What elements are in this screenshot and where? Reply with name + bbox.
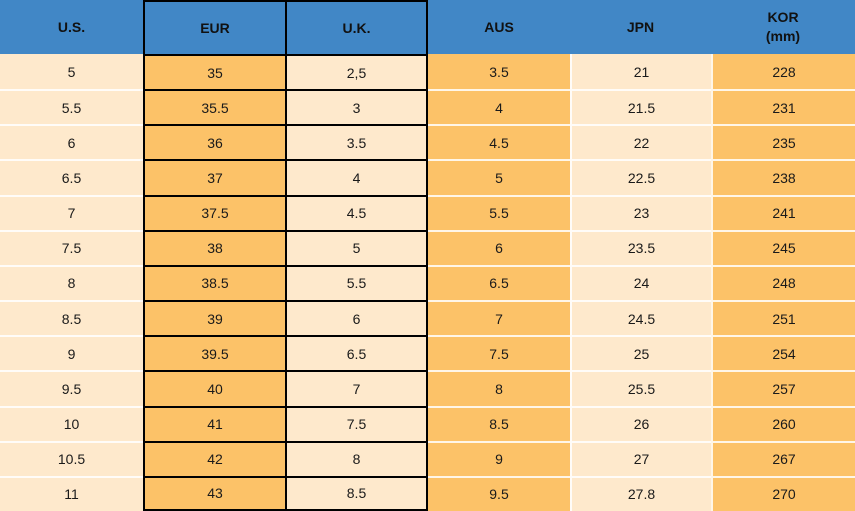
cell-kor-row-1: 228 — [711, 54, 855, 90]
cell-us-row-5: 7 — [0, 194, 143, 230]
cell-kor-row-13: 270 — [711, 475, 855, 511]
header-aus: AUS — [428, 0, 570, 54]
cell-us-row-3: 6 — [0, 124, 143, 160]
cell-jpn-row-3: 22 — [570, 124, 711, 160]
cell-us-row-11: 10 — [0, 405, 143, 441]
cell-kor-row-7: 248 — [711, 264, 855, 301]
cell-jpn-row-8: 24.5 — [570, 300, 711, 336]
header-kor-label: KOR — [767, 9, 799, 25]
cell-uk-row-9: 6.5 — [285, 335, 428, 371]
cell-us-row-10: 9.5 — [0, 370, 143, 406]
header-jpn: JPN — [570, 0, 711, 54]
cell-kor-row-12: 267 — [711, 440, 855, 476]
cell-eur-row-6: 38 — [143, 229, 285, 265]
cell-eur-row-3: 36 — [143, 124, 285, 160]
cell-aus-row-4: 5 — [428, 159, 570, 195]
cell-us-row-4: 6.5 — [0, 159, 143, 195]
cell-us-row-12: 10.5 — [0, 440, 143, 476]
cell-uk-row-3: 3.5 — [285, 124, 428, 160]
cell-uk-row-7: 5.5 — [285, 264, 428, 301]
cell-jpn-row-7: 24 — [570, 264, 711, 301]
cell-aus-row-7: 6.5 — [428, 264, 570, 301]
cell-us-row-7: 8 — [0, 264, 143, 301]
cell-aus-row-2: 4 — [428, 89, 570, 125]
cell-aus-row-8: 7 — [428, 300, 570, 336]
header-uk: U.K. — [285, 0, 428, 54]
cell-eur-row-11: 41 — [143, 405, 285, 441]
cell-eur-row-4: 37 — [143, 159, 285, 195]
cell-jpn-row-11: 26 — [570, 405, 711, 441]
cell-eur-row-2: 35.5 — [143, 89, 285, 125]
cell-jpn-row-12: 27 — [570, 440, 711, 476]
cell-eur-row-8: 39 — [143, 300, 285, 336]
cell-jpn-row-5: 23 — [570, 194, 711, 230]
cell-jpn-row-2: 21.5 — [570, 89, 711, 125]
cell-aus-row-6: 6 — [428, 229, 570, 265]
cell-us-row-2: 5.5 — [0, 89, 143, 125]
cell-uk-row-1: 2,5 — [285, 54, 428, 90]
cell-kor-row-5: 241 — [711, 194, 855, 230]
cell-us-row-1: 5 — [0, 54, 143, 90]
cell-jpn-row-6: 23.5 — [570, 229, 711, 265]
cell-eur-row-13: 43 — [143, 475, 285, 511]
cell-uk-row-6: 5 — [285, 229, 428, 265]
header-us: U.S. — [0, 0, 143, 54]
cell-kor-row-3: 235 — [711, 124, 855, 160]
cell-jpn-row-4: 22.5 — [570, 159, 711, 195]
cell-aus-row-9: 7.5 — [428, 335, 570, 371]
cell-aus-row-10: 8 — [428, 370, 570, 406]
cell-us-row-8: 8.5 — [0, 300, 143, 336]
cell-uk-row-2: 3 — [285, 89, 428, 125]
header-kor-unit: (mm) — [765, 28, 801, 44]
cell-uk-row-13: 8.5 — [285, 475, 428, 511]
cell-uk-row-12: 8 — [285, 440, 428, 476]
cell-us-row-13: 11 — [0, 475, 143, 511]
cell-kor-row-8: 251 — [711, 300, 855, 336]
cell-kor-row-4: 238 — [711, 159, 855, 195]
cell-jpn-row-10: 25.5 — [570, 370, 711, 406]
cell-aus-row-12: 9 — [428, 440, 570, 476]
cell-uk-row-8: 6 — [285, 300, 428, 336]
cell-kor-row-9: 254 — [711, 335, 855, 371]
cell-kor-row-2: 231 — [711, 89, 855, 125]
cell-uk-row-4: 4 — [285, 159, 428, 195]
cell-us-row-9: 9 — [0, 335, 143, 371]
cell-eur-row-10: 40 — [143, 370, 285, 406]
header-kor: KOR (mm) — [711, 0, 855, 54]
cell-eur-row-12: 42 — [143, 440, 285, 476]
cell-kor-row-6: 245 — [711, 229, 855, 265]
header-eur: EUR — [143, 0, 285, 54]
cell-eur-row-9: 39.5 — [143, 335, 285, 371]
cell-aus-row-1: 3.5 — [428, 54, 570, 90]
cell-aus-row-11: 8.5 — [428, 405, 570, 441]
cell-uk-row-10: 7 — [285, 370, 428, 406]
cell-jpn-row-9: 25 — [570, 335, 711, 371]
cell-jpn-row-1: 21 — [570, 54, 711, 90]
cell-eur-row-7: 38.5 — [143, 264, 285, 301]
cell-us-row-6: 7.5 — [0, 229, 143, 265]
cell-uk-row-11: 7.5 — [285, 405, 428, 441]
cell-kor-row-10: 257 — [711, 370, 855, 406]
cell-uk-row-5: 4.5 — [285, 194, 428, 230]
cell-aus-row-3: 4.5 — [428, 124, 570, 160]
cell-aus-row-5: 5.5 — [428, 194, 570, 230]
cell-aus-row-13: 9.5 — [428, 475, 570, 511]
cell-eur-row-1: 35 — [143, 54, 285, 90]
cell-kor-row-11: 260 — [711, 405, 855, 441]
cell-eur-row-5: 37.5 — [143, 194, 285, 230]
cell-jpn-row-13: 27.8 — [570, 475, 711, 511]
